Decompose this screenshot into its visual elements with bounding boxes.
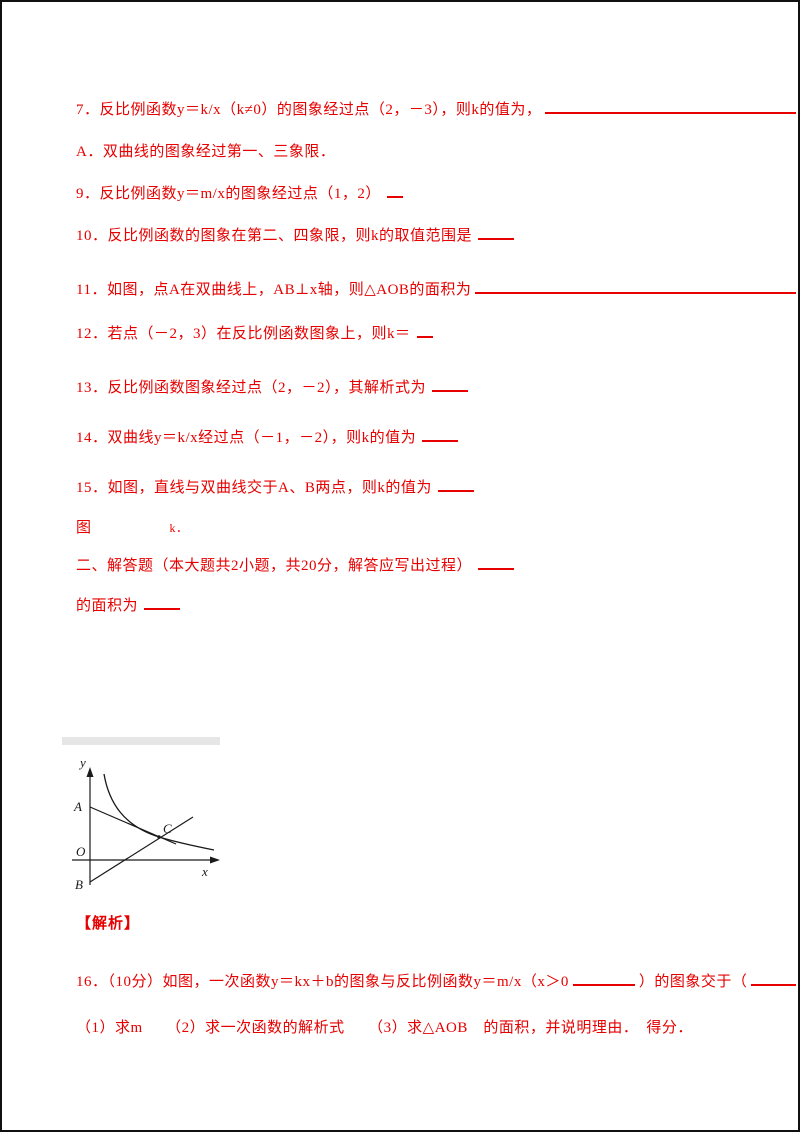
answer-blank: [478, 225, 515, 240]
answer-line-2: （1）求m （2）求一次函数的解析式 （3）求△AOB 的面积，并说明理由． 得…: [76, 1016, 796, 1037]
question-text: 13．反比例函数图象经过点（2，－2），其解析式为: [76, 380, 427, 396]
question-line-7: 7．反比例函数y＝k/x（k≠0）的图象经过点（2，－3），则k的值为，: [76, 98, 796, 119]
section-heading-line: 二、解答题（本大题共2小题，共20分，解答应写出过程）: [76, 554, 796, 575]
answer-blank: [416, 323, 433, 338]
coordinate-figure: y x O A B C: [62, 737, 227, 909]
answer-line-1: 16．（10分）如图，一次函数y＝kx＋b的图象与反比例函数y＝m/x（x＞0 …: [76, 970, 796, 991]
answer-text: （1）求m （2）求一次函数的解析式 （3）求△AOB 的面积，并说明理由． 得…: [76, 1020, 693, 1036]
answer-blank: [572, 971, 635, 986]
answer-blank: [475, 279, 796, 294]
answer-text-b: ）的图象交于（: [638, 974, 748, 990]
answer-blank: [545, 99, 796, 114]
y-axis-arrow: [86, 767, 94, 777]
answers-header: 【解析】: [76, 916, 141, 932]
figure-svg: y x O A B C: [72, 755, 220, 892]
line-ac: [89, 806, 177, 845]
caption-text: 图: [76, 520, 92, 536]
figure-label-a: A: [73, 799, 82, 814]
figure-label-b: B: [75, 877, 83, 892]
figure-label-x: x: [201, 864, 208, 879]
answer-text-a: 16．（10分）如图，一次函数y＝kx＋b的图象与反比例函数y＝m/x（x＞0: [76, 974, 569, 990]
question-text: 15．如图，直线与双曲线交于A、B两点，则k的值为: [76, 480, 432, 496]
question-text: 的面积为: [76, 598, 139, 614]
answer-blank: [386, 183, 403, 198]
answer-blank: [144, 595, 181, 610]
answer-blank: [432, 377, 469, 392]
question-text: A．双曲线的图象经过第一、三象限．: [76, 144, 336, 160]
question-line-11: 11．如图，点A在双曲线上，AB⊥x轴，则△AOB的面积为: [76, 278, 796, 299]
line-bc: [89, 816, 194, 883]
answer-blank: [751, 971, 796, 986]
question-line-10: 10．反比例函数的图象在第二、四象限，则k的取值范围是: [76, 224, 796, 245]
question-text: 7．反比例函数y＝k/x（k≠0）的图象经过点（2，－3），则k的值为，: [76, 102, 542, 118]
figure-label-o: O: [76, 844, 86, 859]
caption-mark: k．: [169, 521, 189, 535]
figure-label-c: C: [163, 821, 172, 836]
question-tail-line: 的面积为: [76, 594, 796, 615]
figure-scan-strip: [62, 737, 220, 745]
section-heading-text: 二、解答题（本大题共2小题，共20分，解答应写出过程）: [76, 558, 473, 574]
answer-blank: [478, 555, 515, 570]
question-text: 11．如图，点A在双曲线上，AB⊥x轴，则△AOB的面积为: [76, 282, 472, 298]
question-text: 14．双曲线y＝k/x经过点（－1，－2），则k的值为: [76, 430, 417, 446]
question-line-12: 12．若点（－2，3）在反比例函数图象上，则k＝: [76, 322, 796, 343]
answer-blank: [437, 477, 474, 492]
question-line-13: 13．反比例函数图象经过点（2，－2），其解析式为: [76, 376, 796, 397]
question-text: 10．反比例函数的图象在第二、四象限，则k的取值范围是: [76, 228, 473, 244]
figure-caption-line: 图 k．: [76, 516, 796, 537]
x-axis-arrow: [210, 856, 220, 864]
question-text: 12．若点（－2，3）在反比例函数图象上，则k＝: [76, 326, 411, 342]
question-text: 9．反比例函数y＝m/x的图象经过点（1，2）: [76, 186, 381, 202]
question-line-9: 9．反比例函数y＝m/x的图象经过点（1，2）: [76, 182, 796, 203]
point-c-dot: [157, 835, 161, 839]
option-line-a: A．双曲线的图象经过第一、三象限．: [76, 140, 796, 161]
question-line-14: 14．双曲线y＝k/x经过点（－1，－2），则k的值为: [76, 426, 796, 447]
figure-label-y: y: [78, 755, 86, 770]
answer-blank: [422, 427, 459, 442]
question-line-15: 15．如图，直线与双曲线交于A、B两点，则k的值为: [76, 476, 796, 497]
